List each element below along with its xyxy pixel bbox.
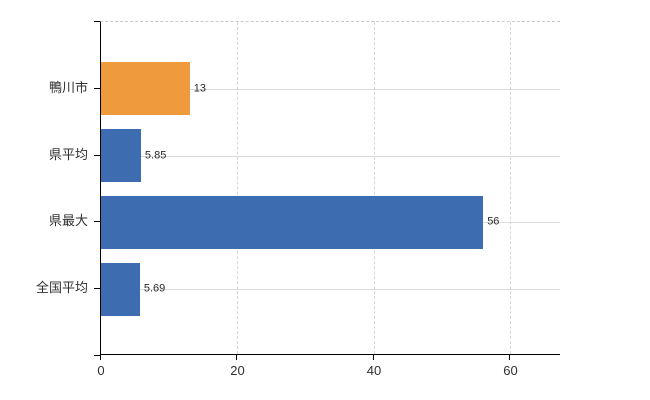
x-gridline <box>373 22 375 354</box>
x-tick-label: 20 <box>230 363 245 378</box>
y-axis-tick <box>94 221 100 223</box>
x-tick-label: 0 <box>97 363 105 378</box>
y-axis-end-tick <box>94 21 100 22</box>
value-label: 5.69 <box>143 282 166 295</box>
y-axis-tick <box>94 154 100 156</box>
x-axis-tick <box>236 355 238 360</box>
category-label: 県平均 <box>48 146 88 162</box>
category-label: 県最大 <box>48 213 88 229</box>
y-axis-tick <box>94 288 100 290</box>
x-axis-tick <box>509 355 511 360</box>
bar-2 <box>101 129 141 183</box>
x-axis-tick <box>372 355 374 360</box>
y-axis-end-tick <box>94 355 100 356</box>
category-label: 鴨川市 <box>48 79 88 95</box>
value-label: 56 <box>487 215 500 228</box>
x-axis-tick <box>100 355 101 360</box>
x-gridline <box>510 22 512 354</box>
bar-3 <box>101 195 484 249</box>
x-tick-label: 60 <box>503 363 518 378</box>
bar-4 <box>101 262 140 316</box>
category-gridline <box>101 155 560 157</box>
bar-1 <box>101 62 190 116</box>
plot-area: 13 5.85 56 5.69 <box>100 21 560 355</box>
category-gridline <box>101 88 560 90</box>
x-gridline <box>237 22 239 354</box>
category-label: 全国平均 <box>35 280 88 296</box>
y-axis-tick <box>94 87 100 89</box>
category-gridline <box>101 289 560 291</box>
x-tick-label: 40 <box>366 363 382 378</box>
value-label: 5.85 <box>144 149 167 162</box>
value-label: 13 <box>193 82 206 95</box>
